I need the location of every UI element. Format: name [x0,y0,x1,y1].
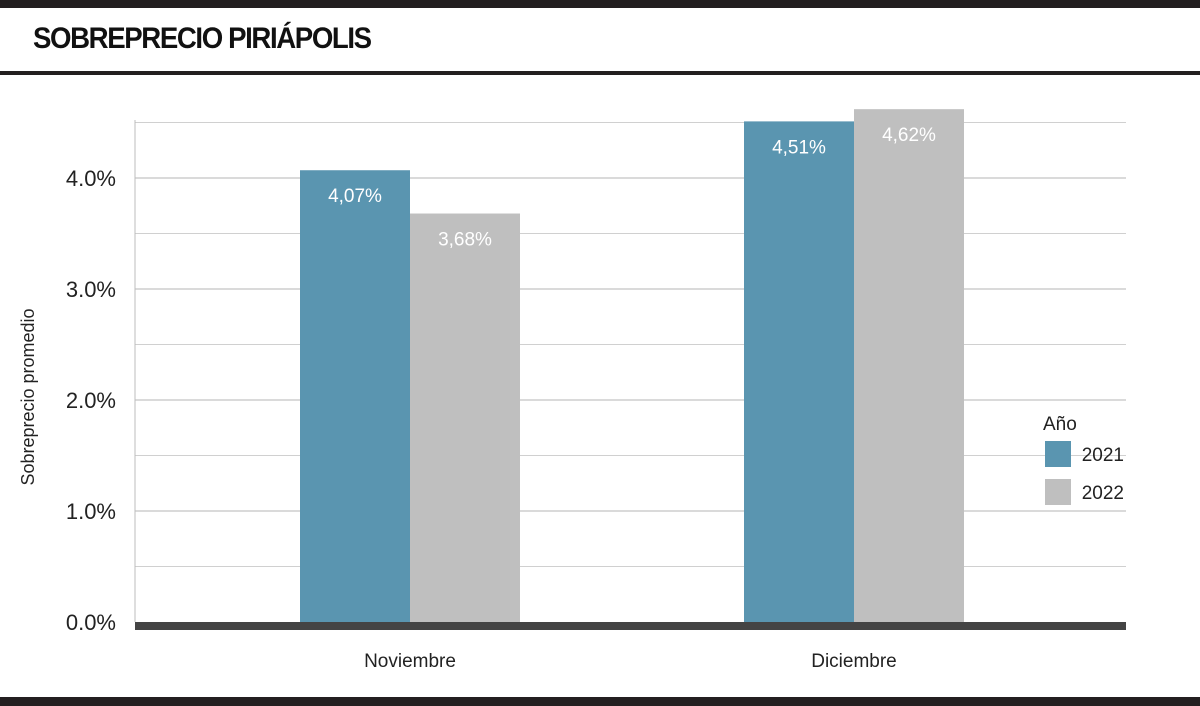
y-tick-label: 0.0% [66,610,116,635]
legend-swatch-2022 [1045,479,1071,505]
x-category-label: Diciembre [811,651,897,672]
legend-swatch-2021 [1045,441,1071,467]
x-category-label: Noviembre [364,651,456,672]
data-label: 4,51% [772,137,826,158]
y-tick-label: 4.0% [66,166,116,191]
bar-2022-noviembre [410,213,520,622]
y-tick-label: 3.0% [66,277,116,302]
legend-title: Año [1043,414,1077,435]
x-axis-baseline [135,622,1126,630]
bottom-rule [0,697,1200,706]
header-rule [0,71,1200,75]
legend-label-2022: 2022 [1082,483,1124,504]
data-label: 4,07% [328,186,382,207]
bar-2022-diciembre [854,109,964,623]
bar-2021-noviembre [300,170,410,623]
chart-title: SOBREPRECIO PIRIÁPOLIS [33,22,372,55]
data-label: 3,68% [438,230,492,251]
y-tick-label: 2.0% [66,388,116,413]
y-tick-label: 1.0% [66,499,116,524]
y-axis-title: Sobreprecio promedio [18,308,38,485]
legend-label-2021: 2021 [1082,445,1124,466]
bar-2021-diciembre [744,121,854,622]
data-label: 4,62% [882,125,936,146]
top-rule [0,0,1200,8]
